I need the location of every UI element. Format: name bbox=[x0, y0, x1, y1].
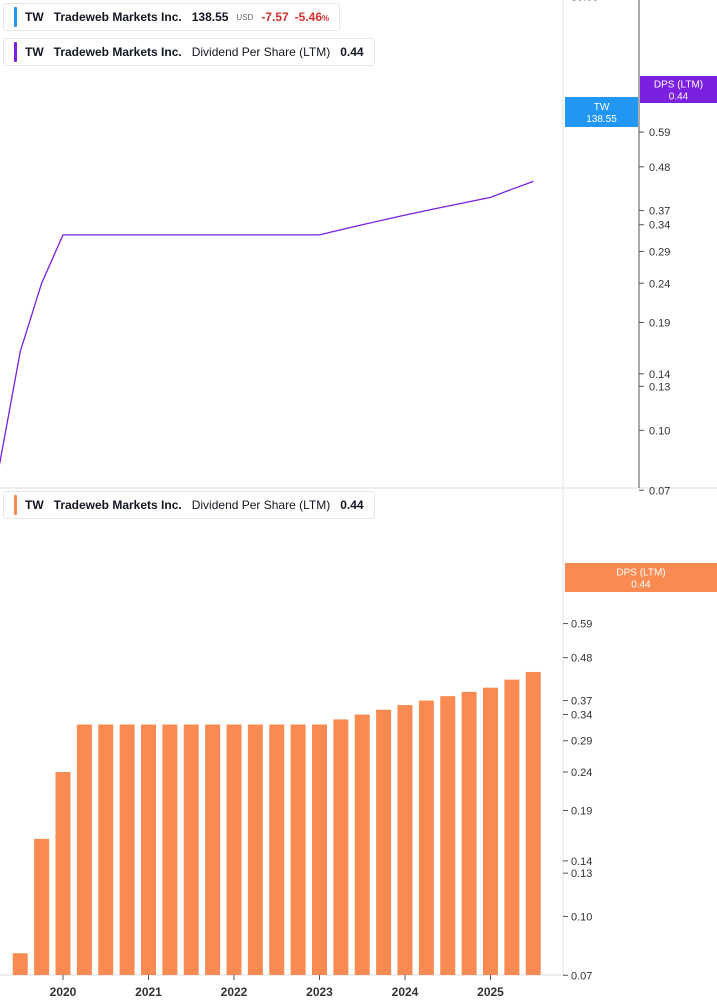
bottom-axis-tick-label: 0.24 bbox=[571, 767, 592, 779]
dps-bar bbox=[205, 724, 221, 975]
dps-bar bbox=[461, 691, 477, 975]
bottom-axis-tick-label: 0.34 bbox=[571, 710, 592, 722]
dps-bottom-legend-value: 0.44 bbox=[340, 498, 364, 512]
dps-bar bbox=[504, 679, 520, 975]
dps-bar bbox=[141, 724, 156, 975]
x-axis-tick-label: 2021 bbox=[135, 985, 162, 999]
dps-bottom-legend[interactable]: TW Tradeweb Markets Inc. Dividend Per Sh… bbox=[3, 491, 375, 519]
dps-bottom-legend-ticker: TW bbox=[25, 498, 44, 512]
bottom-axis-tick-label: 0.13 bbox=[571, 868, 592, 880]
bottom-axis-tick-label: 0.48 bbox=[571, 653, 592, 665]
dps-bar bbox=[183, 724, 199, 975]
dps-bottom-badge-line2: 0.44 bbox=[631, 580, 651, 591]
dps-axis-tick-label: 0.14 bbox=[649, 369, 670, 381]
bottom-axis-tick-label: 0.19 bbox=[571, 806, 592, 818]
dps-bottom-badge-bg bbox=[565, 563, 717, 592]
price-badge-bg bbox=[565, 97, 638, 127]
bottom-axis-tick-label: 0.07 bbox=[571, 970, 592, 982]
price-legend-pct-sign: % bbox=[322, 14, 330, 23]
dps-bar bbox=[290, 724, 306, 975]
price-legend-name: Tradeweb Markets Inc. bbox=[53, 10, 182, 24]
dps-bar bbox=[397, 705, 413, 975]
dps-bar bbox=[98, 724, 114, 975]
dps-axis-tick-label: 0.37 bbox=[649, 206, 670, 218]
price-badge-line2: 138.55 bbox=[586, 114, 617, 125]
dps-bottom-legend-metric: Dividend Per Share (LTM) bbox=[191, 498, 331, 512]
dps-top-badge-line1: DPS (LTM) bbox=[654, 80, 703, 91]
dps-bar bbox=[418, 700, 434, 975]
dps-axis-tick-label: 0.19 bbox=[649, 318, 670, 330]
dps-axis-tick-label: 0.24 bbox=[649, 278, 670, 290]
dps-bar bbox=[525, 671, 541, 975]
dps-axis-tick-label: 0.10 bbox=[649, 425, 670, 437]
dps-bar bbox=[333, 719, 349, 975]
dps-bar bbox=[12, 953, 28, 975]
x-axis-tick-label: 2024 bbox=[392, 985, 419, 999]
dps-axis-tick-label: 0.59 bbox=[649, 127, 670, 139]
dps-bar bbox=[34, 838, 50, 975]
bottom-axis-tick-label: 0.10 bbox=[571, 911, 592, 923]
dps-axis-tick-label: 0.29 bbox=[649, 246, 670, 258]
price-legend-value: 138.55 bbox=[191, 10, 229, 24]
dps-bar bbox=[440, 696, 456, 975]
dps-bottom-legend-color-bar bbox=[14, 495, 17, 515]
bottom-axis-tick-label: 0.14 bbox=[571, 856, 592, 868]
dps-top-legend-metric: Dividend Per Share (LTM) bbox=[191, 45, 331, 59]
dps-axis-tick-label: 0.34 bbox=[649, 220, 670, 232]
dps-top-legend-ticker: TW bbox=[25, 45, 44, 59]
price-legend-change-pct-value: -5.46 bbox=[294, 10, 323, 24]
dps-bar bbox=[269, 724, 285, 975]
dps-top-legend[interactable]: TW Tradeweb Markets Inc. Dividend Per Sh… bbox=[3, 38, 375, 66]
dps-axis-tick-label: 0.13 bbox=[649, 381, 670, 393]
x-axis-tick-label: 2022 bbox=[221, 985, 248, 999]
dps-top-legend-color-bar bbox=[14, 42, 17, 62]
dps-bar bbox=[119, 724, 135, 975]
price-legend-change-pct: -5.46% bbox=[295, 10, 329, 24]
dps-bar bbox=[55, 771, 71, 975]
dps-top-legend-value: 0.44 bbox=[340, 45, 364, 59]
price-legend-color-bar bbox=[14, 7, 17, 27]
x-axis-tick-label: 2020 bbox=[50, 985, 77, 999]
price-axis-tick-label: 30.00 bbox=[571, 0, 599, 4]
x-axis-tick-label: 2025 bbox=[477, 985, 504, 999]
x-axis-tick-label: 2023 bbox=[306, 985, 333, 999]
bottom-axis-tick-label: 0.29 bbox=[571, 736, 592, 748]
dps-axis-tick-label: 0.07 bbox=[649, 485, 670, 497]
dps-bar bbox=[76, 724, 92, 975]
price-legend[interactable]: TW Tradeweb Markets Inc. 138.55 USD -7.5… bbox=[3, 3, 341, 31]
dps-bottom-legend-name: Tradeweb Markets Inc. bbox=[53, 498, 182, 512]
dps-bar bbox=[312, 724, 327, 975]
dps-bar bbox=[247, 724, 263, 975]
dps-axis-tick-label: 0.48 bbox=[649, 162, 670, 174]
dps-bar bbox=[354, 714, 370, 975]
price-badge-line1: TW bbox=[594, 102, 610, 113]
bottom-axis-tick-label: 0.37 bbox=[571, 696, 592, 708]
dps-top-legend-name: Tradeweb Markets Inc. bbox=[53, 45, 182, 59]
dps-series-line bbox=[0, 180, 534, 466]
dps-bar bbox=[226, 724, 242, 975]
dps-top-badge-bg bbox=[640, 76, 717, 103]
price-legend-ticker: TW bbox=[25, 10, 44, 24]
bottom-axis-tick-label: 0.59 bbox=[571, 619, 592, 631]
dps-bar bbox=[376, 709, 392, 975]
price-legend-change: -7.57 bbox=[261, 10, 289, 24]
price-legend-currency: USD bbox=[236, 12, 254, 22]
dps-top-badge-line2: 0.44 bbox=[669, 92, 689, 103]
dps-bar bbox=[483, 687, 498, 975]
dps-bottom-badge-line1: DPS (LTM) bbox=[616, 568, 665, 579]
dps-bar bbox=[162, 724, 178, 975]
